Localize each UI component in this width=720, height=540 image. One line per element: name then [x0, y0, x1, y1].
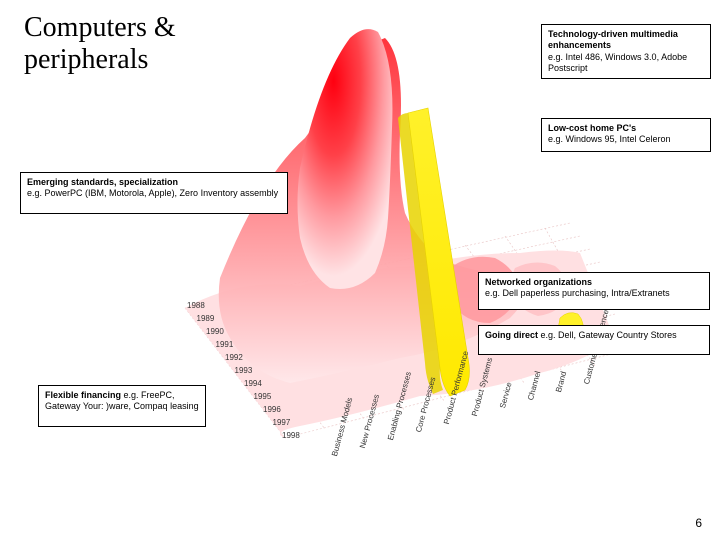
callout-technology: Technology-driven multimedia enhancement…: [541, 24, 711, 79]
callout-emerging: Emerging standards, specialization e.g. …: [20, 172, 288, 214]
callout-financing: Flexible financing e.g. FreePC, Gateway …: [38, 385, 206, 427]
callout-going-direct: Going direct e.g. Dell, Gateway Country …: [478, 325, 710, 355]
surface-chart: [150, 18, 620, 498]
callout-lowcost-body: e.g. Windows 95, Intel Celeron: [548, 134, 671, 144]
year-label: 1998: [282, 431, 300, 440]
year-label: 1994: [244, 379, 262, 388]
year-label: 1988: [187, 301, 205, 310]
surface-chart-svg: [150, 18, 620, 498]
callout-networked-heading: Networked organizations: [485, 277, 592, 287]
year-label: 1989: [197, 314, 215, 323]
callout-networked: Networked organizations e.g. Dell paperl…: [478, 272, 710, 310]
callout-technology-body: e.g. Intel 486, Windows 3.0, Adobe Posts…: [548, 52, 687, 73]
callout-emerging-heading: Emerging standards, specialization: [27, 177, 178, 187]
callout-emerging-body: e.g. PowerPC (IBM, Motorola, Apple), Zer…: [27, 188, 278, 198]
callout-financing-heading: Flexible financing: [45, 390, 121, 400]
year-label: 1991: [216, 340, 234, 349]
callout-lowcost-heading: Low-cost home PC's: [548, 123, 636, 133]
slide: { "title": "Computers &\nperipherals", "…: [0, 0, 720, 540]
year-label: 1996: [263, 405, 281, 414]
callout-technology-heading: Technology-driven multimedia enhancement…: [548, 29, 678, 50]
callout-going-direct-heading: Going direct: [485, 330, 538, 340]
callout-networked-body: e.g. Dell paperless purchasing, Intra/Ex…: [485, 288, 670, 298]
year-label: 1990: [206, 327, 224, 336]
year-label: 1992: [225, 353, 243, 362]
callout-going-direct-body: e.g. Dell, Gateway Country Stores: [538, 330, 677, 340]
page-number: 6: [695, 516, 702, 530]
callout-lowcost: Low-cost home PC's e.g. Windows 95, Inte…: [541, 118, 711, 152]
year-label: 1997: [273, 418, 291, 427]
year-label: 1995: [254, 392, 272, 401]
year-label: 1993: [235, 366, 253, 375]
